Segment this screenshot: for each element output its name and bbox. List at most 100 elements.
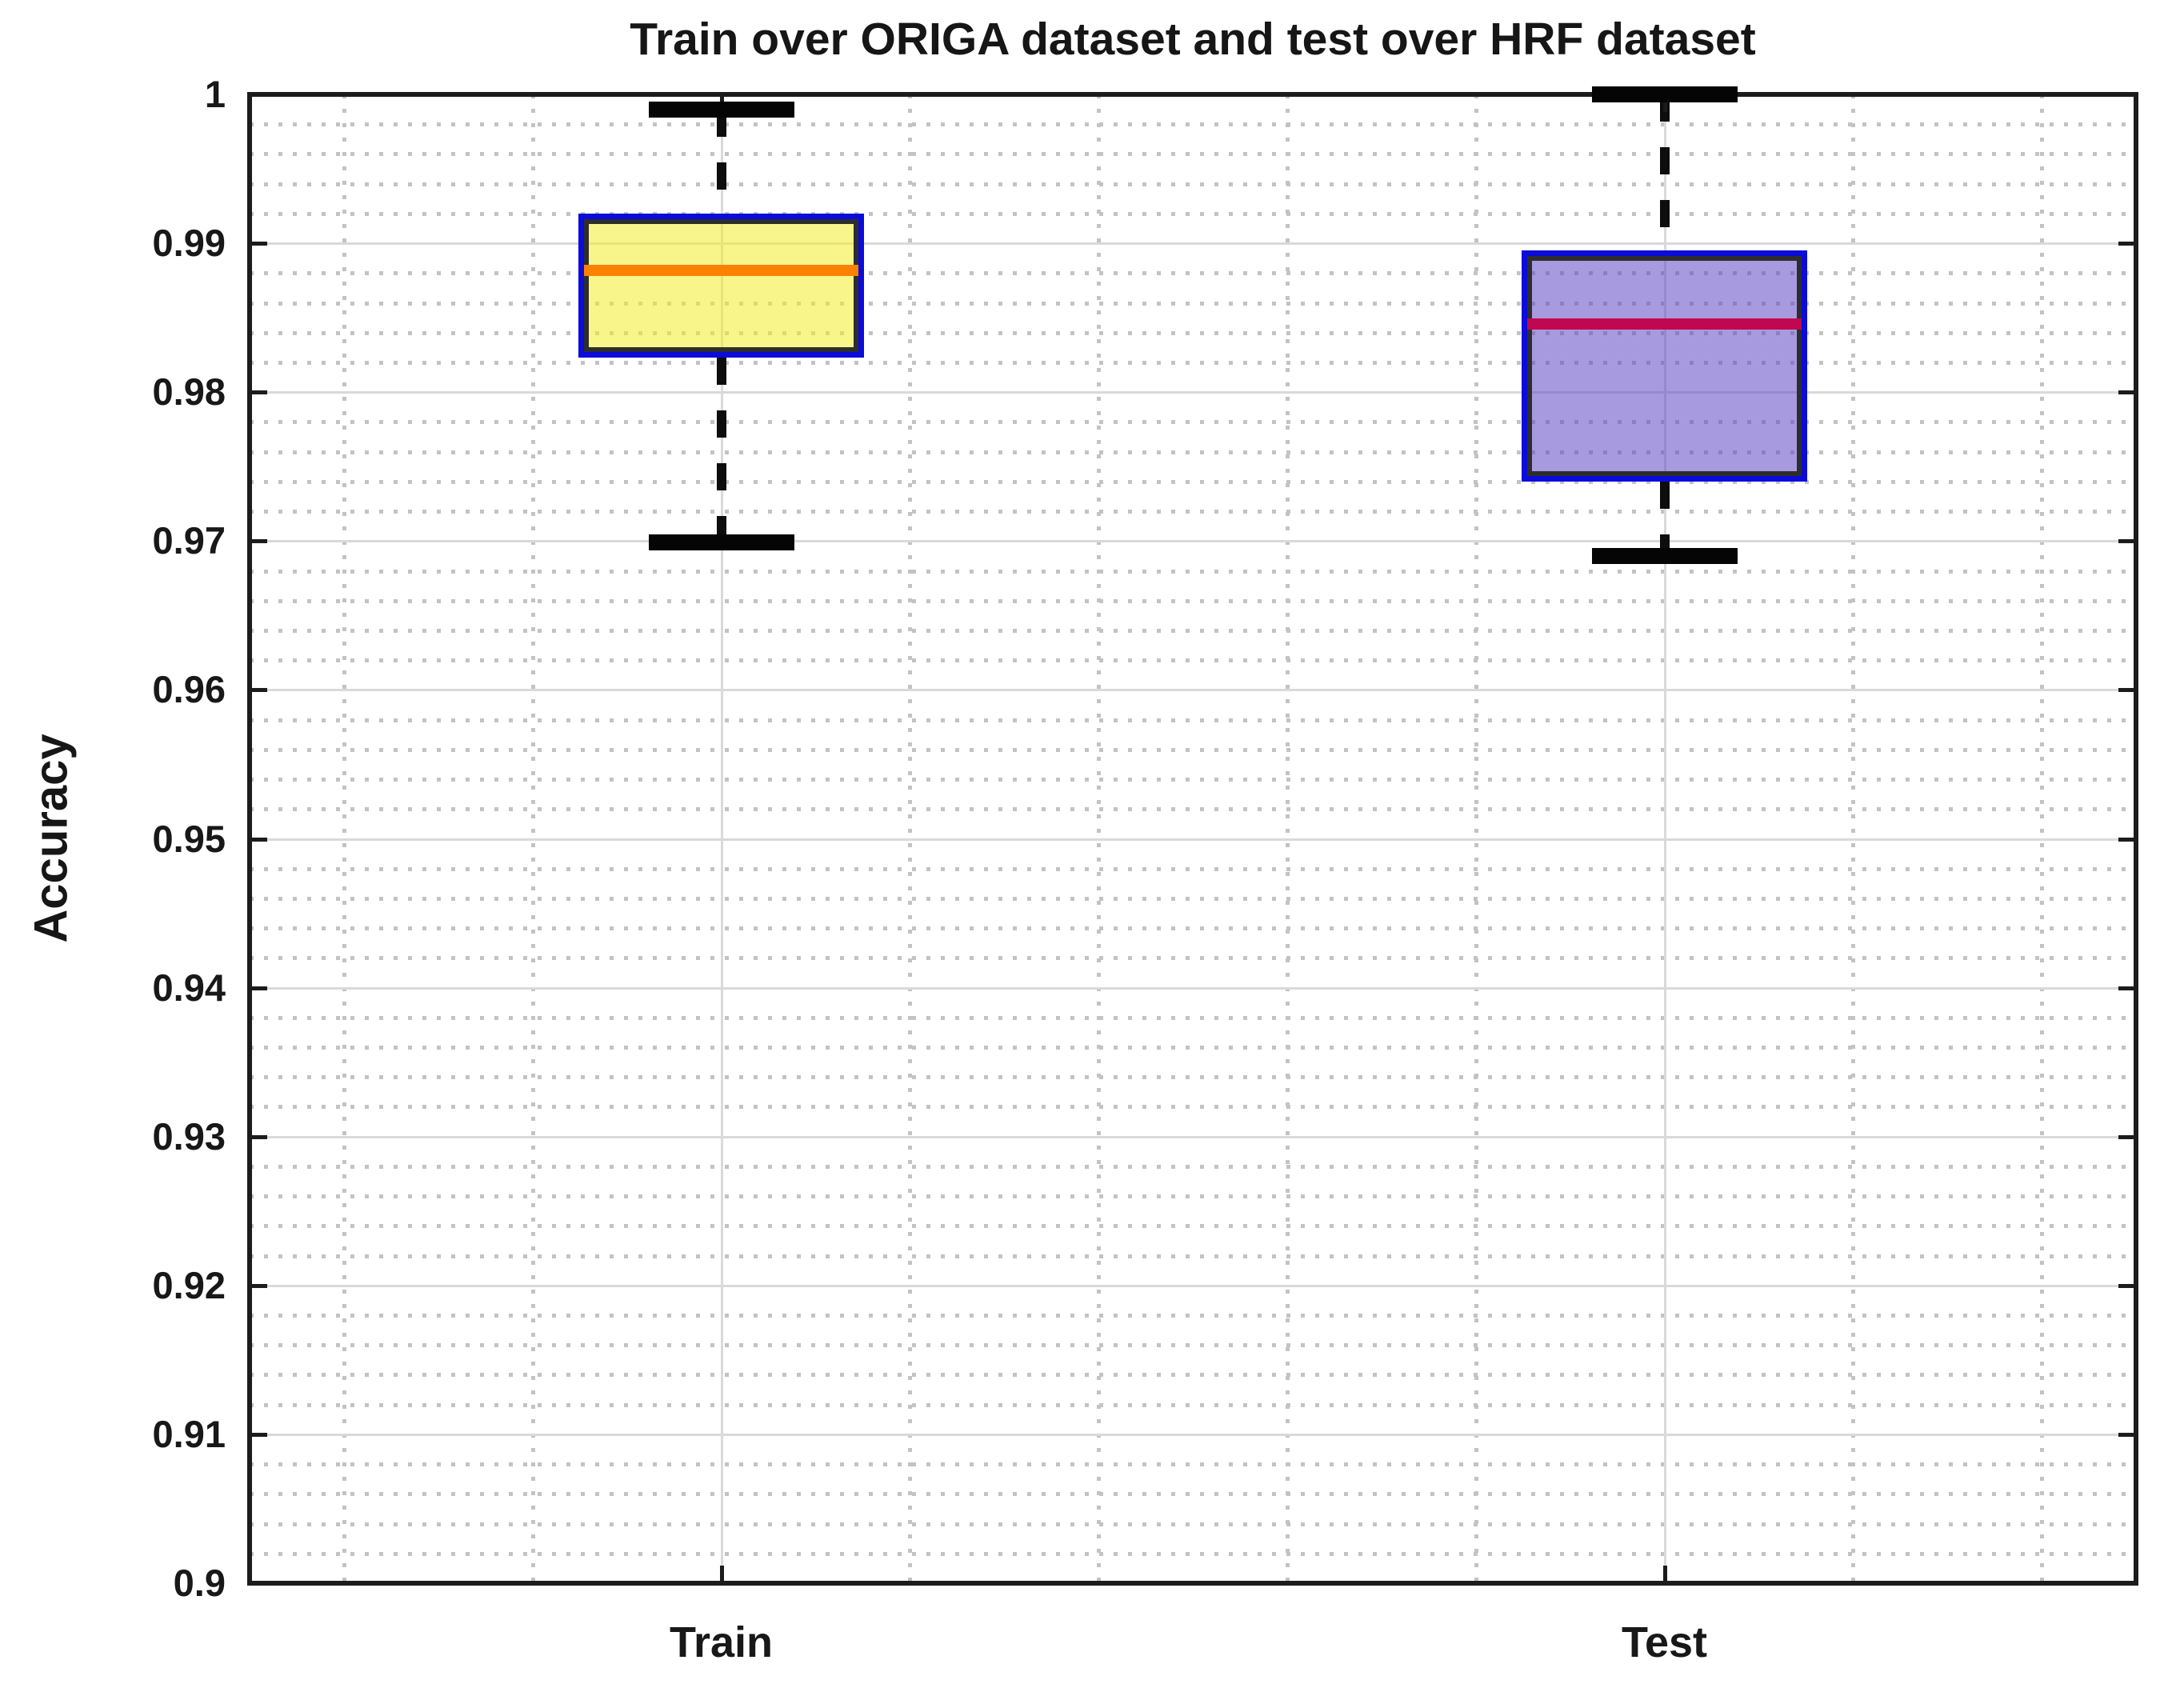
- minor-gridline-y: [250, 1254, 2136, 1258]
- minor-gridline-y: [250, 1522, 2136, 1526]
- lower-whisker: [1659, 481, 1670, 556]
- minor-gridline-y: [250, 450, 2136, 454]
- minor-gridline-y: [250, 1164, 2136, 1169]
- major-gridline-x: [720, 94, 723, 1583]
- major-gridline-y: [250, 838, 2136, 841]
- minor-gridline-y: [250, 1314, 2136, 1318]
- minor-gridline-y: [250, 569, 2136, 574]
- minor-gridline-y: [250, 747, 2136, 752]
- y-tick-mark-left: [250, 986, 267, 990]
- median-line-train: [584, 264, 858, 276]
- upper-whisker-cap: [1591, 86, 1738, 102]
- y-tick-mark-right: [2118, 539, 2136, 544]
- y-tick-label: 0.98: [152, 370, 226, 414]
- major-gridline-y: [250, 1284, 2136, 1287]
- minor-gridline-y: [250, 1194, 2136, 1199]
- y-tick-label: 0.9: [173, 1562, 226, 1604]
- minor-gridline-y: [250, 1224, 2136, 1229]
- upper-whisker: [716, 109, 726, 214]
- x-tick-mark-top: [1662, 94, 1667, 112]
- x-tick-label: Train: [669, 1618, 774, 1666]
- upper-whisker: [1659, 94, 1670, 251]
- chart-title: Train over ORIGA dataset and test over H…: [630, 14, 1756, 65]
- y-tick-mark-left: [250, 1134, 267, 1139]
- minor-gridline-y: [250, 1015, 2136, 1020]
- median-line-test: [1527, 318, 1802, 330]
- y-tick-label: 0.99: [152, 222, 226, 265]
- box-train: [578, 213, 864, 358]
- x-tick-mark-bottom: [719, 1566, 724, 1583]
- major-gridline-y: [250, 391, 2136, 394]
- box-test: [1522, 250, 1807, 482]
- lower-whisker-cap: [648, 534, 794, 551]
- major-gridline-y: [250, 1135, 2136, 1138]
- minor-gridline-y: [250, 598, 2136, 603]
- minor-gridline-y: [250, 360, 2136, 365]
- minor-gridline-y: [250, 926, 2136, 931]
- minor-gridline-y: [250, 1343, 2136, 1348]
- minor-gridline-y: [250, 211, 2136, 216]
- y-tick-label: 1: [204, 73, 226, 115]
- lower-whisker: [716, 358, 726, 543]
- minor-gridline-y: [250, 271, 2136, 276]
- y-tick-mark-right: [2118, 1134, 2136, 1139]
- minor-gridline-y: [250, 479, 2136, 484]
- y-tick-mark-left: [250, 242, 267, 246]
- y-tick-mark-left: [250, 837, 267, 842]
- minor-gridline-y: [250, 330, 2136, 335]
- minor-gridline-y: [250, 1046, 2136, 1050]
- y-tick-mark-left: [250, 1432, 267, 1437]
- y-tick-label: 0.95: [152, 817, 226, 860]
- x-tick-mark-bottom: [1662, 1566, 1667, 1583]
- y-tick-mark-left: [250, 539, 267, 544]
- major-gridline-y: [250, 1433, 2136, 1436]
- y-tick-mark-left: [250, 390, 267, 395]
- minor-gridline-y: [250, 866, 2136, 871]
- major-gridline-y: [250, 540, 2136, 543]
- minor-gridline-y: [250, 1462, 2136, 1467]
- y-tick-label: 0.96: [152, 668, 226, 711]
- minor-gridline-y: [250, 807, 2136, 812]
- minor-gridline-y: [250, 1105, 2136, 1110]
- y-tick-label: 0.94: [152, 966, 226, 1009]
- minor-gridline-y: [250, 628, 2136, 633]
- minor-gridline-y: [250, 778, 2136, 782]
- y-tick-label: 0.91: [152, 1412, 226, 1455]
- y-tick-mark-right: [2118, 837, 2136, 842]
- minor-gridline-y: [250, 956, 2136, 961]
- y-tick-label: 0.92: [152, 1263, 226, 1306]
- minor-gridline-y: [250, 718, 2136, 722]
- y-tick-mark-right: [2118, 242, 2136, 246]
- minor-gridline-y: [250, 510, 2136, 514]
- y-tick-mark-left: [250, 688, 267, 693]
- minor-gridline-y: [250, 1492, 2136, 1497]
- minor-gridline-y: [250, 301, 2136, 306]
- minor-gridline-y: [250, 1551, 2136, 1556]
- major-gridline-y: [250, 242, 2136, 246]
- y-tick-mark-right: [2118, 1283, 2136, 1288]
- lower-whisker-cap: [1591, 547, 1738, 564]
- minor-gridline-y: [250, 1075, 2136, 1080]
- minor-gridline-y: [250, 1402, 2136, 1407]
- y-tick-mark-right: [2118, 986, 2136, 990]
- y-tick-mark-right: [2118, 390, 2136, 395]
- minor-gridline-y: [250, 420, 2136, 425]
- y-tick-label: 0.97: [152, 519, 226, 562]
- x-tick-label: Test: [1621, 1618, 1708, 1666]
- upper-whisker-cap: [648, 101, 794, 118]
- minor-gridline-y: [250, 152, 2136, 157]
- major-gridline-y: [250, 689, 2136, 692]
- minor-gridline-y: [250, 182, 2136, 186]
- minor-gridline-y: [250, 658, 2136, 663]
- y-tick-mark-right: [2118, 1432, 2136, 1437]
- y-tick-mark-left: [250, 1283, 267, 1288]
- y-tick-mark-right: [2118, 688, 2136, 693]
- major-gridline-y: [250, 986, 2136, 990]
- minor-gridline-y: [250, 1373, 2136, 1378]
- major-gridline-x: [1663, 94, 1666, 1583]
- y-tick-label: 0.93: [152, 1114, 226, 1158]
- minor-gridline-y: [250, 896, 2136, 901]
- minor-gridline-y: [250, 122, 2136, 127]
